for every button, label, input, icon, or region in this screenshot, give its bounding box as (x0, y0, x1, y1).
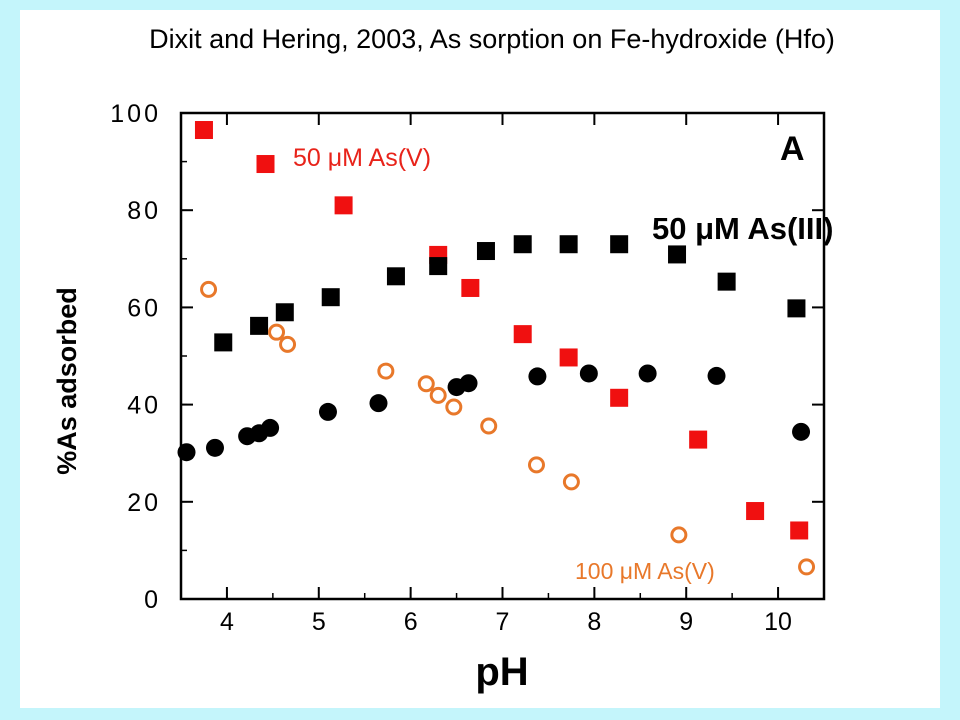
panel-label: A (780, 130, 805, 168)
data-point-series-1 (559, 235, 578, 254)
x-tick-label: 9 (679, 608, 693, 636)
data-point-series-1 (476, 242, 495, 261)
y-axis-ticks: 0 20 40 60 80 100 (110, 100, 824, 614)
data-point-series-2 (459, 374, 478, 393)
data-point-series-0 (334, 196, 353, 215)
data-point-series-2 (792, 422, 811, 441)
data-point-series-3 (268, 323, 286, 341)
x-tick-label: 4 (220, 608, 234, 636)
data-point-series-2 (369, 394, 388, 413)
data-point-series-0 (256, 155, 275, 174)
annotation-100uM-asv: 100 μM As(V) (575, 558, 715, 584)
data-point-series-3 (798, 558, 816, 576)
y-tick-label: 80 (127, 197, 161, 225)
plot-frame (179, 111, 826, 601)
y-tick-label: 60 (127, 294, 161, 322)
data-point-series-0 (461, 278, 480, 297)
data-point-series-3 (200, 280, 218, 298)
data-point-series-2 (205, 438, 224, 457)
y-axis-label: %As adsorbed (52, 287, 82, 475)
y-tick-label: 0 (144, 586, 161, 614)
y-tick-label: 100 (110, 100, 161, 128)
data-point-series-2 (707, 366, 726, 385)
data-point-series-0 (559, 348, 578, 367)
x-axis-ticks: 4 5 6 7 8 9 10 (180, 113, 825, 636)
data-point-series-1 (275, 303, 294, 322)
y-tick-label: 40 (127, 392, 161, 420)
data-point-series-2 (261, 418, 280, 437)
data-point-series-0 (746, 502, 765, 521)
x-tick-label: 7 (496, 608, 510, 636)
x-tick-label: 10 (764, 608, 792, 636)
data-point-series-3 (279, 335, 297, 353)
data-point-series-2 (528, 367, 547, 386)
y-tick-label: 20 (127, 489, 161, 517)
data-point-series-1 (321, 288, 340, 307)
data-point-series-1 (717, 272, 736, 291)
data-point-series-0 (194, 121, 213, 140)
data-point-series-3 (562, 473, 580, 491)
data-point-series-2 (177, 443, 196, 462)
data-point-series-1 (610, 235, 629, 254)
scatter-chart: Dixit and Hering, 2003, As sorption on F… (52, 24, 835, 694)
data-point-series-1 (214, 333, 233, 352)
x-axis-label: pH (475, 650, 528, 694)
data-point-series-2 (318, 402, 337, 421)
data-point-series-1 (250, 316, 269, 335)
data-point-series-1 (429, 257, 448, 276)
data-point-series-2 (579, 364, 598, 383)
annotation-50uM-asiii: 50 μM As(III) (652, 211, 833, 246)
data-point-series-1 (787, 299, 806, 318)
data-point-series-1 (386, 267, 405, 286)
x-tick-label: 5 (312, 608, 326, 636)
data-point-series-3 (480, 417, 498, 435)
slide: Dixit and Hering, 2003, As sorption on F… (20, 10, 940, 708)
data-point-series-1 (668, 245, 687, 264)
data-point-series-0 (610, 388, 629, 407)
data-point-series-3 (377, 362, 395, 380)
chart-title: Dixit and Hering, 2003, As sorption on F… (149, 24, 835, 54)
data-point-series-3 (445, 398, 463, 416)
data-markers (177, 121, 816, 576)
data-point-series-3 (429, 386, 447, 404)
data-point-series-3 (417, 375, 435, 393)
data-point-series-3 (527, 456, 545, 474)
data-point-series-0 (513, 325, 532, 344)
data-point-series-0 (689, 430, 708, 449)
data-point-series-3 (670, 526, 688, 544)
data-point-series-1 (513, 235, 532, 254)
data-point-series-0 (790, 521, 809, 540)
x-tick-label: 6 (404, 608, 418, 636)
x-tick-label: 8 (587, 608, 601, 636)
data-point-series-2 (638, 364, 657, 383)
annotation-50uM-asv: 50 μM As(V) (293, 144, 431, 172)
